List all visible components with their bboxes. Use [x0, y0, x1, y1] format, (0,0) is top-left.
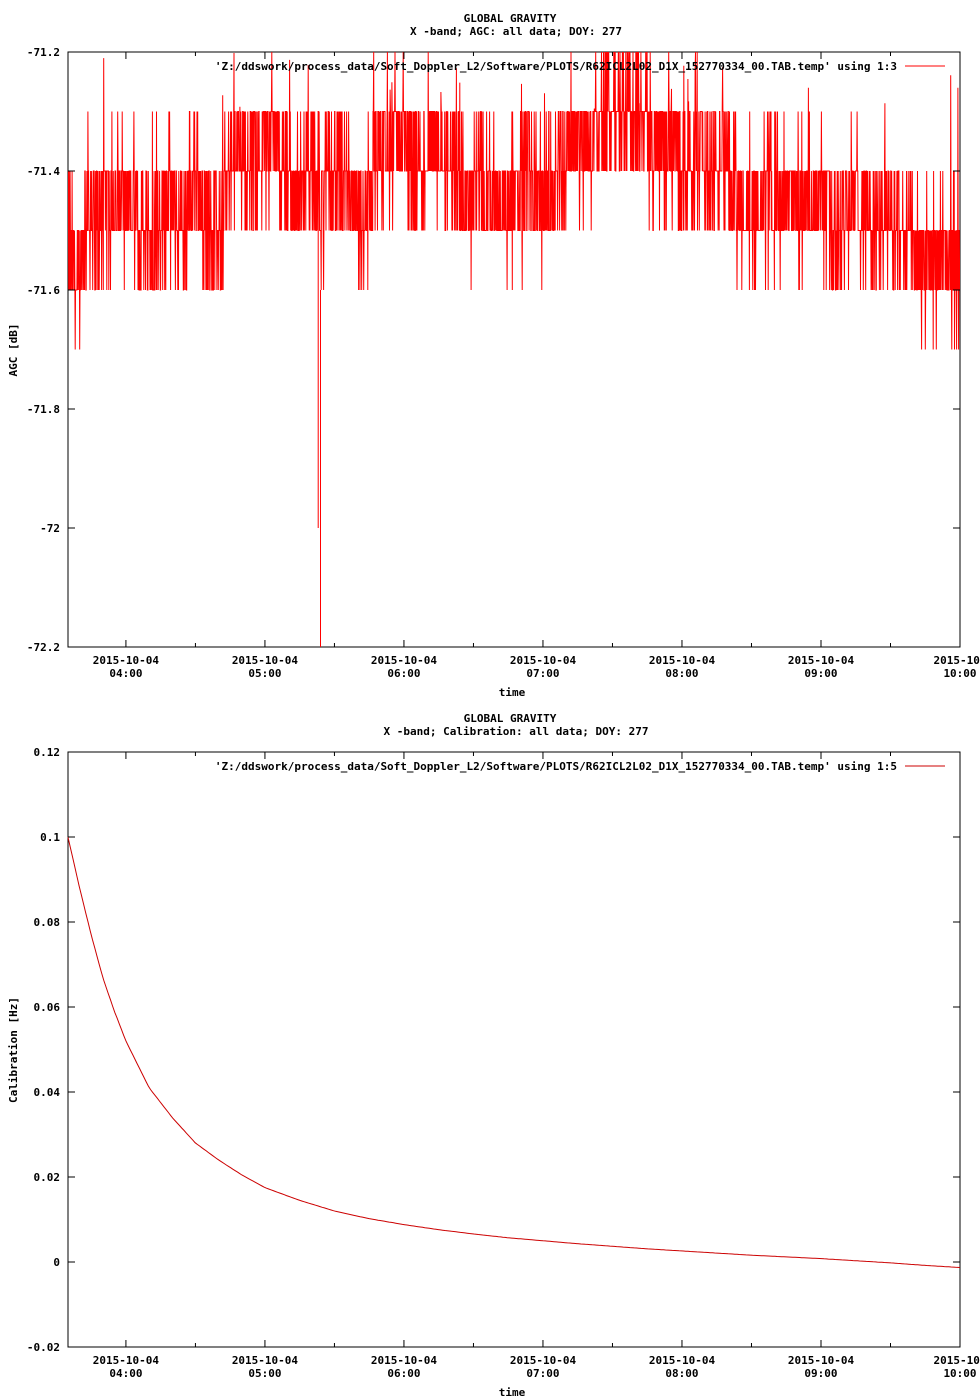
series-line	[67, 837, 961, 1268]
x-axis-label: time	[499, 686, 526, 699]
x-tick-label-date: 2015-10-04	[371, 1354, 438, 1367]
legend-label: 'Z:/ddswork/process_data/Soft_Doppler_L2…	[215, 760, 897, 773]
y-tick-label: -71.8	[27, 403, 60, 416]
x-tick-label-time: 07:00	[526, 1367, 559, 1380]
calibration-chart: GLOBAL GRAVITY X -band; Calibration: all…	[7, 712, 980, 1399]
x-tick-label-date: 2015-10-	[934, 1354, 980, 1367]
y-tick-label: -0.02	[27, 1341, 60, 1354]
ticks-layer: 0.120.10.080.060.040.020-0.022015-10-040…	[27, 746, 980, 1380]
x-tick-label-date: 2015-10-04	[93, 1354, 160, 1367]
x-tick-label-date: 2015-10-04	[788, 1354, 855, 1367]
y-tick-label: 0.1	[40, 831, 60, 844]
x-tick-label-time: 06:00	[387, 1367, 420, 1380]
legend-label: 'Z:/ddswork/process_data/Soft_Doppler_L2…	[215, 60, 897, 73]
x-tick-label-time: 05:00	[248, 1367, 281, 1380]
chart-title: GLOBAL GRAVITY	[464, 712, 557, 725]
x-tick-label-date: 2015-10-04	[649, 654, 716, 667]
x-tick-label-time: 04:00	[109, 1367, 142, 1380]
chart-title: GLOBAL GRAVITY	[464, 12, 557, 25]
x-tick-label-time: 09:00	[804, 667, 837, 680]
series-layer	[68, 52, 960, 647]
y-tick-label: -71.4	[27, 165, 60, 178]
series-layer	[67, 837, 961, 1268]
ticks-layer: -71.2-71.4-71.6-71.8-72-72.22015-10-0404…	[27, 46, 980, 680]
x-tick-label-time: 10:00	[943, 1367, 976, 1380]
x-tick-label-time: 09:00	[804, 1367, 837, 1380]
x-tick-label-date: 2015-10-04	[510, 1354, 577, 1367]
y-tick-label: 0.04	[34, 1086, 61, 1099]
y-tick-label: 0	[53, 1256, 60, 1269]
x-tick-label-date: 2015-10-04	[510, 654, 577, 667]
x-tick-label-date: 2015-10-04	[232, 1354, 299, 1367]
y-axis-label: Calibration [Hz]	[7, 997, 20, 1103]
x-tick-label-date: 2015-10-	[934, 654, 980, 667]
x-tick-label-time: 07:00	[526, 667, 559, 680]
x-tick-label-date: 2015-10-04	[649, 1354, 716, 1367]
chart-subtitle: X -band; Calibration: all data; DOY: 277	[384, 725, 649, 738]
y-tick-label: -72	[40, 522, 60, 535]
y-tick-label: 0.02	[34, 1171, 61, 1184]
x-tick-label-time: 10:00	[943, 667, 976, 680]
y-tick-label: -72.2	[27, 641, 60, 654]
y-tick-label: 0.06	[34, 1001, 61, 1014]
agc-chart: GLOBAL GRAVITY X -band; AGC: all data; D…	[7, 12, 980, 699]
x-tick-label-date: 2015-10-04	[93, 654, 160, 667]
x-tick-label-date: 2015-10-04	[371, 654, 438, 667]
chart-subtitle: X -band; AGC: all data; DOY: 277	[410, 25, 622, 38]
x-tick-label-time: 08:00	[665, 667, 698, 680]
y-axis-label: AGC [dB]	[7, 324, 20, 377]
x-tick-label-time: 04:00	[109, 667, 142, 680]
x-tick-label-time: 08:00	[665, 1367, 698, 1380]
x-tick-label-time: 05:00	[248, 667, 281, 680]
x-axis-label: time	[499, 1386, 526, 1399]
y-tick-label: 0.08	[34, 916, 61, 929]
series-line	[68, 52, 960, 647]
x-tick-label-date: 2015-10-04	[232, 654, 299, 667]
x-tick-label-date: 2015-10-04	[788, 654, 855, 667]
x-tick-label-time: 06:00	[387, 667, 420, 680]
plot-frame	[67, 751, 961, 1348]
y-tick-label: 0.12	[34, 746, 61, 759]
plot-frame	[67, 51, 961, 648]
y-tick-label: -71.2	[27, 46, 60, 59]
y-tick-label: -71.6	[27, 284, 60, 297]
